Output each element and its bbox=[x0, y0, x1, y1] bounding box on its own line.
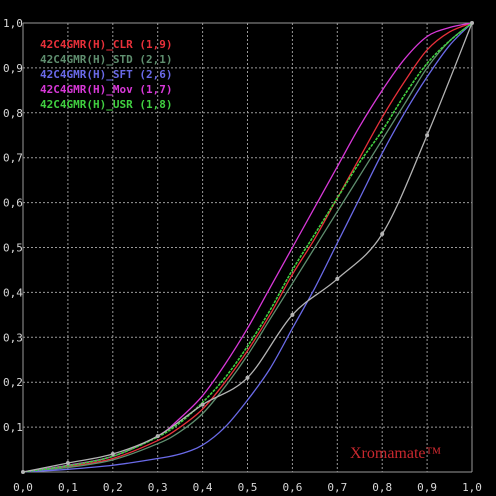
series-line-42c4gmr-h-usr-1-8- bbox=[22, 22, 473, 473]
reference-marker bbox=[155, 434, 160, 439]
legend-entry: 42C4GMR(H)_CLR (1,9) bbox=[40, 38, 172, 51]
reference-marker bbox=[335, 276, 340, 281]
y-tick-label: 0,1 bbox=[3, 421, 23, 434]
reference-marker bbox=[200, 402, 205, 407]
legend-entry: 42C4GMR(H)_STD (2,1) bbox=[40, 53, 172, 66]
series-markers bbox=[21, 21, 474, 474]
x-tick-label: 0,4 bbox=[193, 481, 213, 494]
reference-marker bbox=[470, 21, 474, 25]
x-tick-label: 0,2 bbox=[103, 481, 123, 494]
x-tick-label: 0,3 bbox=[148, 481, 168, 494]
y-tick-label: 0,7 bbox=[3, 152, 23, 165]
x-tick-label: 0,0 bbox=[13, 481, 33, 494]
reference-marker bbox=[65, 461, 70, 466]
x-tick-label: 0,5 bbox=[238, 481, 258, 494]
y-tick-label: 0,5 bbox=[3, 242, 23, 255]
x-tick-label: 0,8 bbox=[372, 481, 392, 494]
legend-entry: 42C4GMR(H)_Mov (1,7) bbox=[40, 83, 172, 96]
legend: 42C4GMR(H)_CLR (1,9) 42C4GMR(H)_STD (2,1)… bbox=[40, 38, 172, 111]
x-tick-label: 1,0 bbox=[462, 481, 482, 494]
series-line-42c4gmr-h-clr-1-9- bbox=[22, 22, 473, 473]
x-tick-label: 0,6 bbox=[282, 481, 302, 494]
y-tick-label: 1,0 bbox=[3, 17, 23, 30]
y-tick-label: 0,9 bbox=[3, 62, 23, 75]
reference-marker bbox=[110, 452, 115, 457]
reference-marker bbox=[290, 312, 295, 317]
y-tick-label: 0,2 bbox=[3, 376, 23, 389]
series-line-42c4gmr-h-sft-2-6- bbox=[22, 22, 473, 473]
y-tick-label: 0,8 bbox=[3, 107, 23, 120]
x-tick-label: 0,1 bbox=[58, 481, 78, 494]
watermark-brand: Xromamate™ bbox=[350, 445, 442, 462]
y-tick-label: 0,6 bbox=[3, 197, 23, 210]
series-line-42c4gmr-h-std-2-1- bbox=[22, 22, 473, 473]
x-tick-label: 0,9 bbox=[417, 481, 437, 494]
reference-marker bbox=[380, 232, 385, 237]
y-tick-label: 0,4 bbox=[3, 286, 23, 299]
series-lines bbox=[22, 22, 473, 473]
tick-labels: 0,0 0,1 0,2 0,3 0,4 0,5 0,6 0,7 0,8 0,9 1,0 0,1 0,2 0… bbox=[3, 17, 482, 494]
reference-marker bbox=[425, 133, 430, 138]
reference-marker bbox=[245, 375, 250, 380]
legend-entry: 42C4GMR(H)_SFT (2,6) bbox=[40, 68, 172, 81]
legend-entry: 42C4GMR(H)_USR (1,8) bbox=[40, 98, 172, 111]
y-tick-label: 0,3 bbox=[3, 331, 23, 344]
x-tick-label: 0,7 bbox=[327, 481, 347, 494]
reference-marker bbox=[21, 470, 25, 474]
series-line-reference bbox=[22, 22, 473, 473]
